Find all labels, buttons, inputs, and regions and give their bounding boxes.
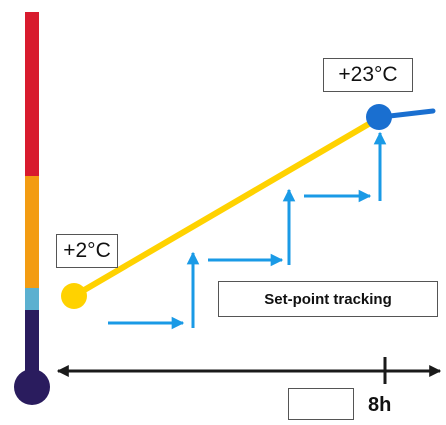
start-temperature-label: +2°C xyxy=(56,234,118,268)
clock-box xyxy=(288,388,354,420)
thermometer-warm-segment xyxy=(25,176,39,288)
thermometer-mild-segment xyxy=(25,288,39,310)
set-point-ramp-line xyxy=(71,115,382,299)
duration-label: 8h xyxy=(368,394,392,416)
set-point-tracking-label: Set-point tracking xyxy=(218,281,438,317)
end-temperature-label: +23°C xyxy=(323,58,413,92)
thermometer-hot-segment xyxy=(25,12,39,176)
thermometer-bulb xyxy=(14,369,50,405)
thermometer-icon xyxy=(14,12,50,405)
start-point-dot xyxy=(61,283,87,309)
tracking-step-arrows xyxy=(108,131,387,330)
thermometer-cold-segment xyxy=(25,310,39,378)
end-point-dot xyxy=(366,104,392,130)
